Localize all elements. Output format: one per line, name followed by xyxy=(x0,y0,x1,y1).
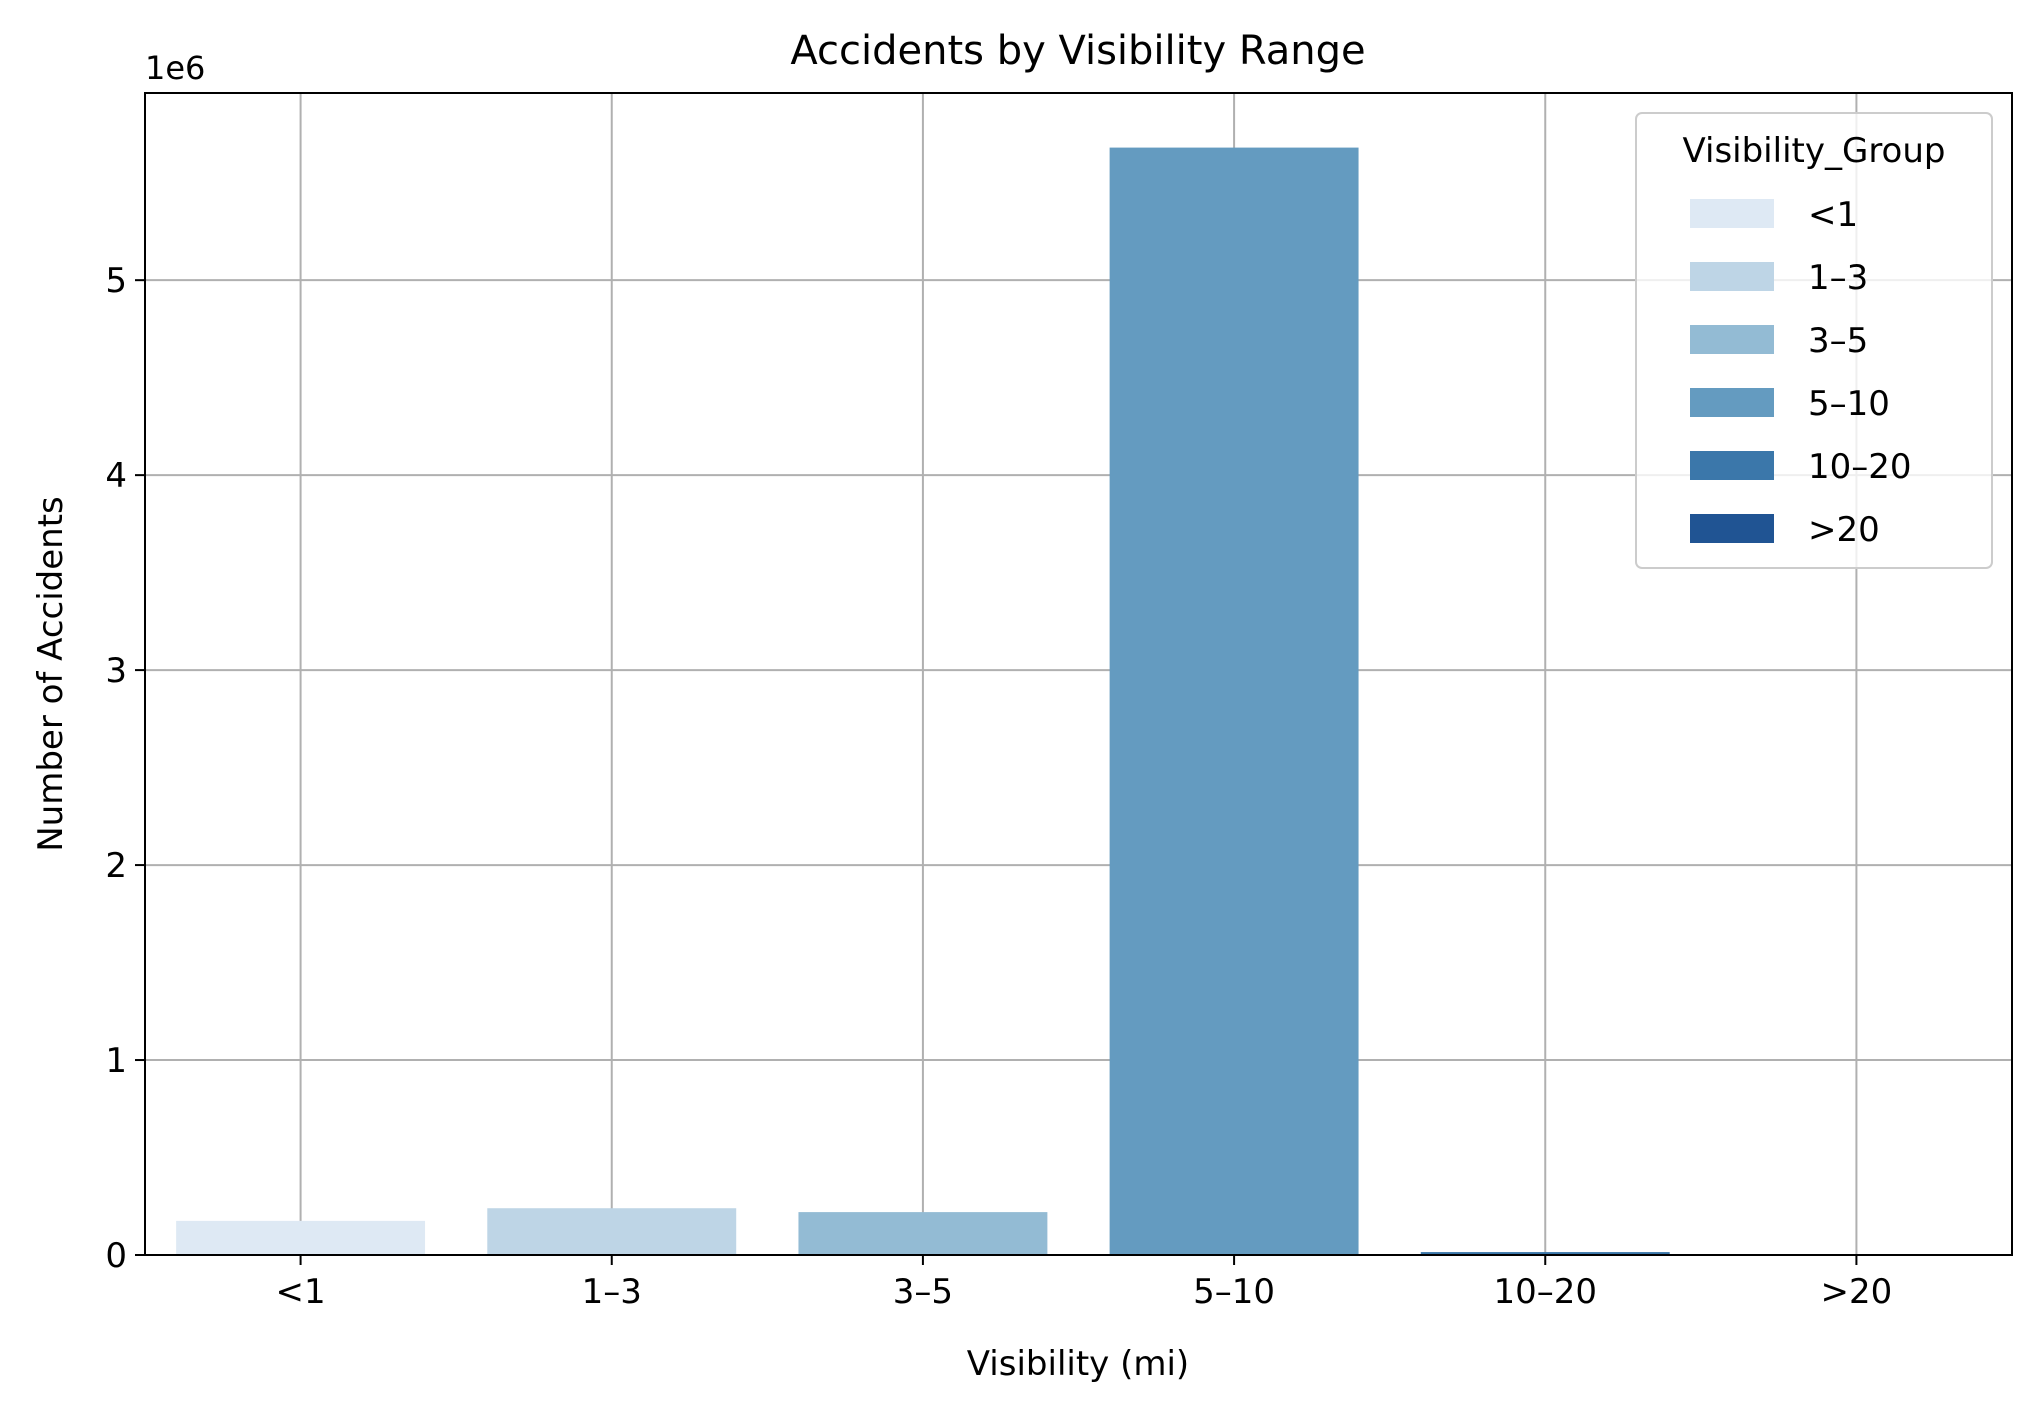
legend-label: 1–3 xyxy=(1808,258,1868,298)
legend-label: 10–20 xyxy=(1808,447,1912,487)
legend-swatch xyxy=(1690,514,1774,543)
x-tick-label: <1 xyxy=(276,1272,326,1312)
legend-label: 3–5 xyxy=(1808,321,1868,361)
x-tick-label: 3–5 xyxy=(893,1272,953,1312)
x-tick-label: 10–20 xyxy=(1493,1272,1597,1312)
y-axis-label: Number of Accidents xyxy=(31,496,71,852)
legend-title: Visibility_Group xyxy=(1682,131,1945,171)
legend: Visibility_Group <1 1–3 3–5 5–10 10–20 >20 xyxy=(1636,113,1992,568)
x-axis-label: Visibility (mi) xyxy=(967,1344,1189,1384)
y-tick-label: 1 xyxy=(105,1041,127,1081)
chart-title: Accidents by Visibility Range xyxy=(790,28,1365,74)
legend-swatch xyxy=(1690,388,1774,417)
legend-swatch xyxy=(1690,262,1774,291)
x-tick-label: 5–10 xyxy=(1193,1272,1275,1312)
legend-label: <1 xyxy=(1808,195,1858,235)
y-axis-offset-label: 1e6 xyxy=(145,49,205,87)
y-tick-label: 2 xyxy=(105,846,127,886)
bar xyxy=(487,1208,736,1255)
y-tick-label: 3 xyxy=(105,651,127,691)
bar xyxy=(176,1221,425,1255)
x-tick-label: 1–3 xyxy=(582,1272,642,1312)
x-tick-label: >20 xyxy=(1821,1272,1893,1312)
bar xyxy=(1110,148,1359,1255)
legend-label: 5–10 xyxy=(1808,384,1890,424)
y-tick-label: 4 xyxy=(105,456,127,496)
legend-swatch xyxy=(1690,325,1774,354)
legend-swatch xyxy=(1690,199,1774,228)
y-tick-label: 5 xyxy=(105,261,127,301)
legend-swatch xyxy=(1690,451,1774,480)
bar xyxy=(798,1212,1047,1255)
y-tick-label: 0 xyxy=(105,1236,127,1276)
legend-label: >20 xyxy=(1808,510,1880,550)
